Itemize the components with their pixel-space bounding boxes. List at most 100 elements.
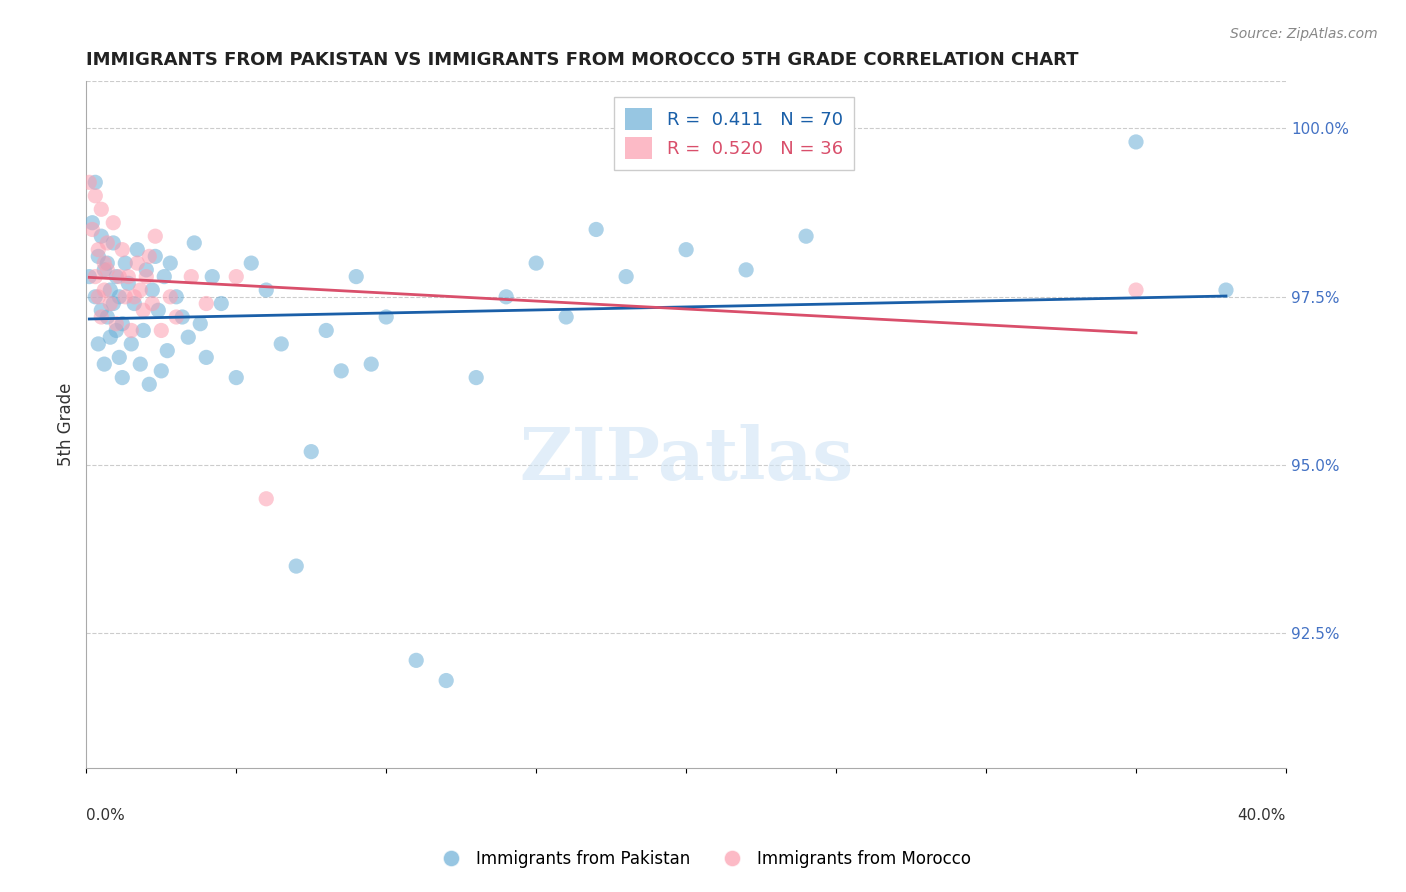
Immigrants from Pakistan [465, 370, 488, 384]
Immigrants from Pakistan [240, 256, 263, 270]
Immigrants from Morocco [124, 290, 146, 304]
Immigrants from Morocco [141, 296, 163, 310]
Immigrants from Pakistan [195, 351, 218, 365]
Immigrants from Morocco [132, 303, 155, 318]
Y-axis label: 5th Grade: 5th Grade [58, 383, 75, 467]
Immigrants from Morocco [90, 202, 112, 217]
Immigrants from Pakistan [524, 256, 547, 270]
Immigrants from Pakistan [159, 256, 181, 270]
Immigrants from Pakistan [124, 296, 146, 310]
Immigrants from Pakistan [93, 263, 115, 277]
Immigrants from Pakistan [120, 337, 142, 351]
Immigrants from Morocco [93, 256, 115, 270]
Immigrants from Morocco [150, 323, 173, 337]
Immigrants from Morocco [96, 235, 118, 250]
Immigrants from Pakistan [555, 310, 578, 324]
Immigrants from Pakistan [141, 283, 163, 297]
Immigrants from Morocco [108, 269, 131, 284]
Immigrants from Pakistan [156, 343, 179, 358]
Immigrants from Pakistan [360, 357, 382, 371]
Immigrants from Pakistan [98, 283, 121, 297]
Immigrants from Pakistan [495, 290, 517, 304]
Immigrants from Morocco [96, 263, 118, 277]
Immigrants from Pakistan [87, 337, 110, 351]
Immigrants from Morocco [93, 283, 115, 297]
Immigrants from Pakistan [84, 290, 107, 304]
Immigrants from Pakistan [138, 377, 160, 392]
Immigrants from Pakistan [254, 283, 277, 297]
Immigrants from Morocco [111, 243, 134, 257]
Immigrants from Pakistan [132, 323, 155, 337]
Text: IMMIGRANTS FROM PAKISTAN VS IMMIGRANTS FROM MOROCCO 5TH GRADE CORRELATION CHART: IMMIGRANTS FROM PAKISTAN VS IMMIGRANTS F… [86, 51, 1078, 69]
Immigrants from Pakistan [108, 290, 131, 304]
Immigrants from Morocco [180, 269, 202, 284]
Immigrants from Pakistan [150, 364, 173, 378]
Immigrants from Morocco [143, 229, 166, 244]
Immigrants from Pakistan [90, 303, 112, 318]
Immigrants from Pakistan [108, 351, 131, 365]
Immigrants from Pakistan [129, 357, 152, 371]
Immigrants from Morocco [79, 175, 101, 189]
Immigrants from Morocco [254, 491, 277, 506]
Immigrants from Pakistan [209, 296, 232, 310]
Immigrants from Morocco [138, 249, 160, 263]
Immigrants from Pakistan [96, 310, 118, 324]
Immigrants from Pakistan [405, 653, 427, 667]
Text: 0.0%: 0.0% [86, 808, 125, 823]
Immigrants from Pakistan [794, 229, 817, 244]
Immigrants from Pakistan [735, 263, 758, 277]
Immigrants from Pakistan [87, 249, 110, 263]
Immigrants from Pakistan [82, 216, 104, 230]
Immigrants from Morocco [225, 269, 247, 284]
Text: ZIPatlas: ZIPatlas [519, 424, 853, 494]
Immigrants from Pakistan [315, 323, 337, 337]
Text: Source: ZipAtlas.com: Source: ZipAtlas.com [1230, 27, 1378, 41]
Immigrants from Pakistan [270, 337, 292, 351]
Immigrants from Pakistan [434, 673, 457, 688]
Immigrants from Pakistan [135, 263, 157, 277]
Immigrants from Pakistan [585, 222, 607, 236]
Immigrants from Pakistan [165, 290, 187, 304]
Text: 40.0%: 40.0% [1237, 808, 1286, 823]
Immigrants from Pakistan [90, 229, 112, 244]
Immigrants from Morocco [195, 296, 218, 310]
Immigrants from Morocco [87, 243, 110, 257]
Immigrants from Pakistan [614, 269, 637, 284]
Immigrants from Pakistan [172, 310, 194, 324]
Immigrants from Pakistan [111, 317, 134, 331]
Immigrants from Pakistan [96, 256, 118, 270]
Immigrants from Pakistan [1215, 283, 1237, 297]
Immigrants from Pakistan [143, 249, 166, 263]
Immigrants from Pakistan [299, 444, 322, 458]
Immigrants from Pakistan [177, 330, 200, 344]
Immigrants from Pakistan [225, 370, 247, 384]
Immigrants from Morocco [82, 222, 104, 236]
Legend: Immigrants from Pakistan, Immigrants from Morocco: Immigrants from Pakistan, Immigrants fro… [427, 844, 979, 875]
Immigrants from Morocco [127, 256, 149, 270]
Immigrants from Pakistan [103, 235, 125, 250]
Immigrants from Morocco [135, 269, 157, 284]
Immigrants from Pakistan [84, 175, 107, 189]
Immigrants from Pakistan [117, 277, 139, 291]
Immigrants from Pakistan [148, 303, 170, 318]
Immigrants from Pakistan [183, 235, 205, 250]
Immigrants from Pakistan [188, 317, 211, 331]
Immigrants from Morocco [87, 290, 110, 304]
Immigrants from Morocco [84, 189, 107, 203]
Immigrants from Morocco [165, 310, 187, 324]
Immigrants from Pakistan [98, 330, 121, 344]
Immigrants from Morocco [120, 323, 142, 337]
Immigrants from Pakistan [105, 323, 128, 337]
Immigrants from Pakistan [103, 296, 125, 310]
Immigrants from Pakistan [79, 269, 101, 284]
Immigrants from Pakistan [105, 269, 128, 284]
Immigrants from Pakistan [201, 269, 224, 284]
Immigrants from Pakistan [344, 269, 367, 284]
Immigrants from Morocco [103, 216, 125, 230]
Immigrants from Morocco [1125, 283, 1147, 297]
Immigrants from Morocco [90, 310, 112, 324]
Immigrants from Morocco [114, 290, 136, 304]
Immigrants from Pakistan [375, 310, 398, 324]
Immigrants from Pakistan [1125, 135, 1147, 149]
Immigrants from Pakistan [127, 243, 149, 257]
